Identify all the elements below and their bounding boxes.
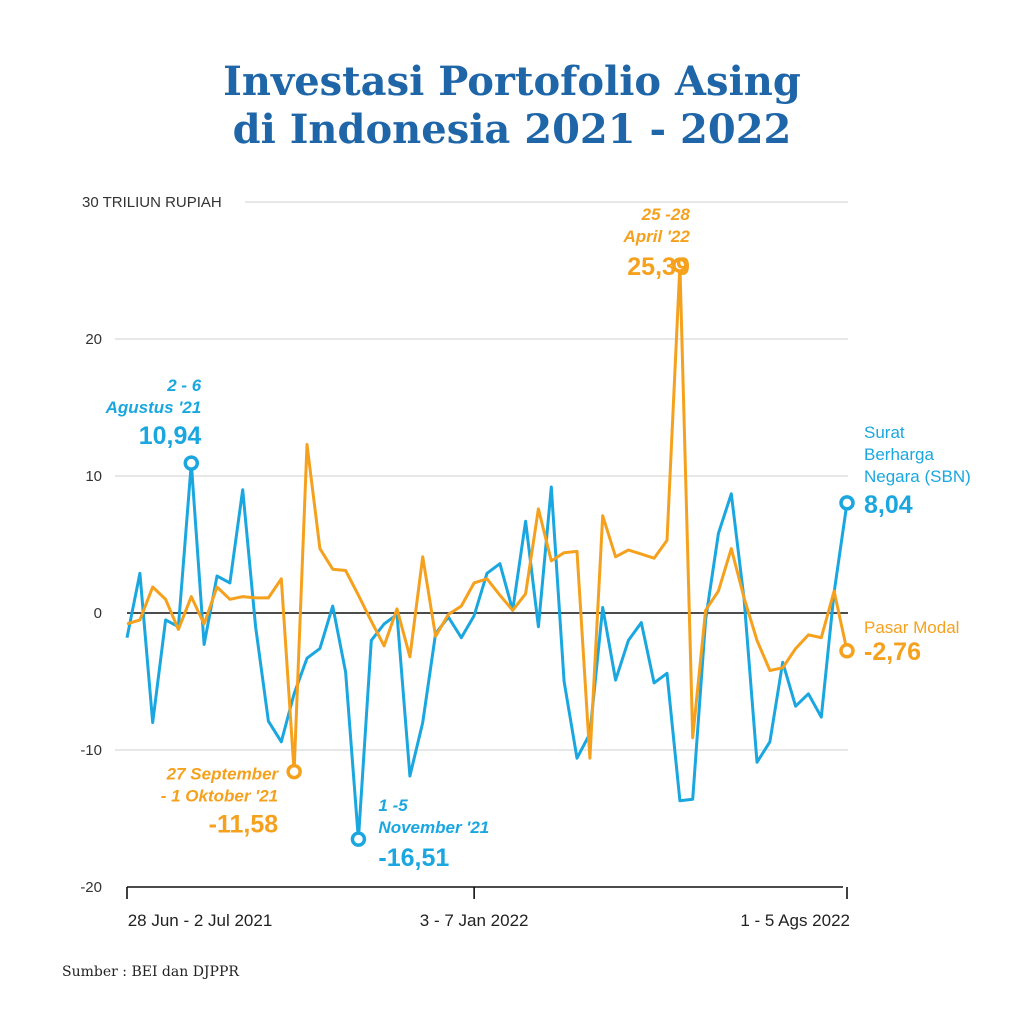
x-tick-label-2: 1 - 5 Ags 2022 [740,911,850,930]
annotation-date-3-0: 25 -28 [641,205,691,224]
annotation-marker-3 [672,257,688,273]
annotation-date-2-1: - 1 Oktober '21 [161,787,278,806]
annotation-value-1: -16,51 [378,844,449,872]
y-tick-label-4: -10 [80,742,102,759]
series-line-0 [125,461,849,841]
title-line-1: Investasi Portofolio Asing [223,58,801,105]
annotation-value-0: 10,94 [139,422,202,450]
chart-title: Investasi Portofolio Asing di Indonesia … [0,58,1024,154]
y-tick-label-2: 10 [85,468,102,485]
annotation-date-1-1: November '21 [378,818,489,837]
y-axis-title: 30 TRILIUN RUPIAH [82,194,222,211]
annotation-date-2-0: 27 September [166,765,280,784]
x-tick-label-0: 28 Jun - 2 Jul 2021 [128,911,273,930]
legend-sbn-value: 8,04 [864,491,913,519]
annotation-marker-2 [286,763,302,780]
series-end-marker-0 [839,495,855,511]
annotation-value-2: -11,58 [209,811,279,839]
legend-sbn-name-0: Surat [864,423,905,442]
annotation-value-3: 25,39 [627,253,690,281]
annotation-date-3-1: April '22 [622,227,690,246]
legend-pasar-modal-name: Pasar Modal [864,618,959,637]
y-tick-label-3: 0 [94,605,102,622]
annotation-date-0-1: Agustus '21 [105,398,202,417]
y-tick-label-1: 20 [85,331,102,348]
title-line-2: di Indonesia 2021 - 2022 [232,106,792,153]
source-note: Sumber : BEI dan DJPPR [62,964,239,980]
annotation-date-1-0: 1 -5 [378,796,408,815]
series-line-1 [126,263,849,774]
annotation-date-0-0: 2 - 6 [166,376,202,395]
legend-pasar-modal-value: -2,76 [864,638,921,666]
annotation-marker-1 [350,831,367,847]
annotation-marker-0 [183,455,200,471]
series-end-marker-1 [839,643,855,659]
legend-sbn-name-1: Berharga [864,445,934,464]
legend-sbn-name-2: Negara (SBN) [864,467,971,486]
y-tick-label-5: -20 [80,879,102,896]
x-tick-label-1: 3 - 7 Jan 2022 [420,911,529,930]
